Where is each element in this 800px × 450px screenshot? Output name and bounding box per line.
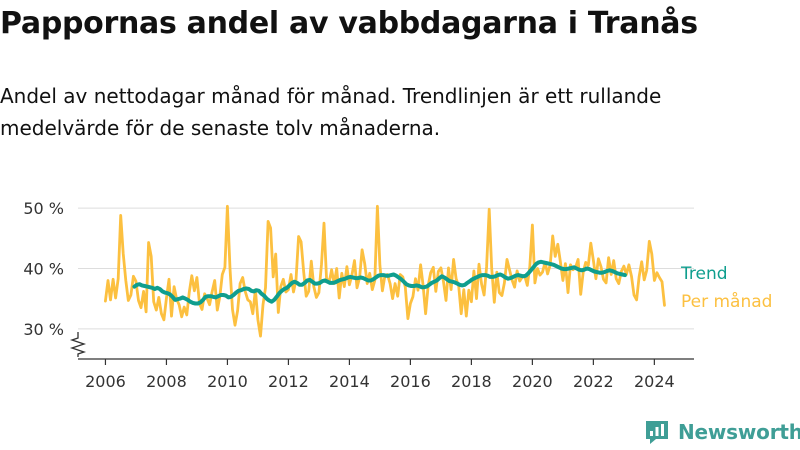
series-lines <box>104 204 666 338</box>
chart-title: Pappornas andel av vabbdagarna i Tranås <box>0 6 698 41</box>
newsworthy-logo-icon <box>646 421 668 444</box>
y-tick-label-30: 30 % <box>23 320 64 339</box>
x-tick-label-2008: 2008 <box>146 372 187 391</box>
axis-break-zigzag <box>69 332 87 357</box>
x-tick-label-2006: 2006 <box>85 372 126 391</box>
brand-name: Newsworthy <box>678 420 800 444</box>
axis-break-marker <box>69 332 87 357</box>
chart-subtitle: Andel av nettodagar månad för månad. Tre… <box>0 84 662 140</box>
x-tick-label-2016: 2016 <box>390 372 431 391</box>
x-tick-label-2010: 2010 <box>207 372 248 391</box>
x-axis: 2006 2008 2010 2012 2014 2016 2018 2020 2022 2024 <box>78 358 694 391</box>
x-tick-label-2020: 2020 <box>512 372 553 391</box>
x-tick-label-2012: 2012 <box>268 372 309 391</box>
trend-line <box>132 259 627 306</box>
legend-label-trend: Trend <box>680 264 728 284</box>
newsworthy-brand: Newsworthy <box>644 419 800 445</box>
y-tick-label-50: 50 % <box>23 199 64 218</box>
x-tick-label-2018: 2018 <box>451 372 492 391</box>
y-axis-labels: 30 % 40 % 50 % <box>23 199 64 339</box>
y-tick-label-40: 40 % <box>23 259 64 278</box>
x-tick-label-2022: 2022 <box>573 372 614 391</box>
legend: Trend Per månad <box>680 264 772 312</box>
x-tick-label-2024: 2024 <box>634 372 675 391</box>
x-tick-label-2014: 2014 <box>329 372 370 391</box>
legend-label-per-month: Per månad <box>681 291 772 312</box>
